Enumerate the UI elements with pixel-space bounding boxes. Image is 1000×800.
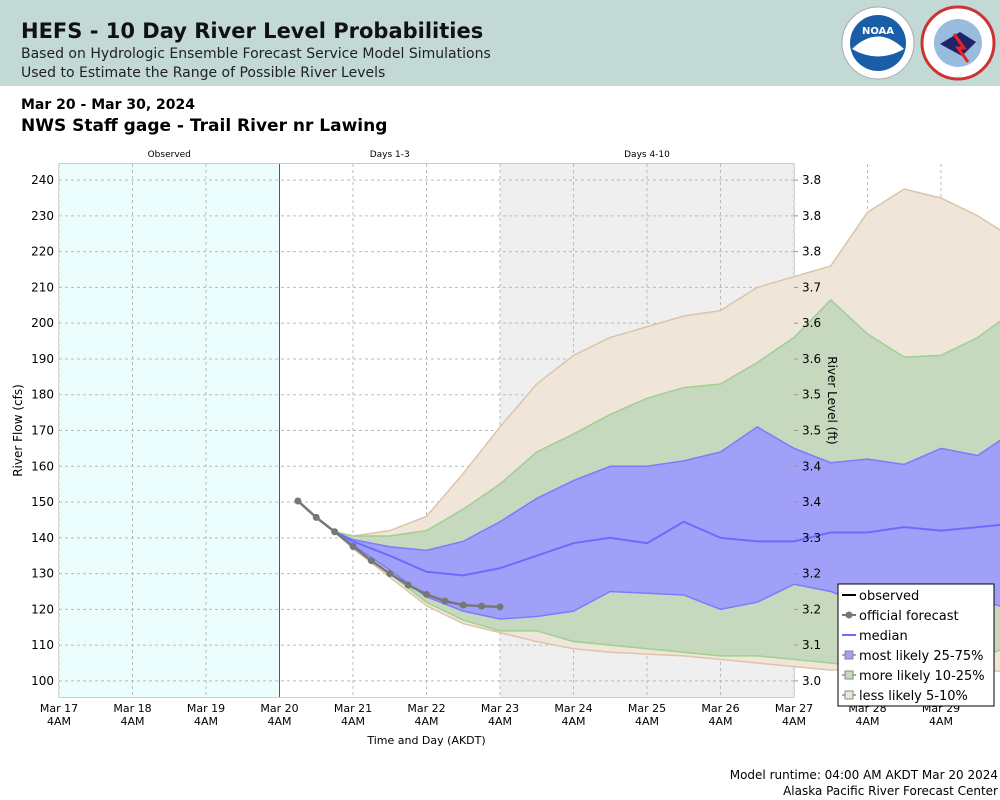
- y2tick-label: 3.2: [802, 602, 821, 616]
- ytick-label: 100: [31, 674, 54, 688]
- ytick-label: 210: [31, 280, 54, 294]
- official-forecast-point: [441, 597, 449, 605]
- median-line: [334, 520, 1000, 577]
- subtitle-2: Used to Estimate the Range of Possible R…: [21, 65, 386, 81]
- xtick-time: 4AM: [194, 715, 218, 728]
- official-forecast-point: [367, 557, 375, 565]
- legend-swatch-box: [844, 650, 854, 660]
- xtick-date: Mar 22: [407, 702, 445, 715]
- ytick-label: 110: [31, 638, 54, 652]
- ytick-label: 150: [31, 495, 54, 509]
- xtick-date: Mar 21: [334, 702, 372, 715]
- xtick-time: 4AM: [708, 715, 732, 728]
- ytick-label: 230: [31, 209, 54, 223]
- y2tick-label: 3.7: [802, 280, 821, 294]
- station-name: NWS Staff gage - Trail River nr Lawing: [21, 116, 388, 136]
- y2tick-label: 3.4: [802, 459, 821, 473]
- official-forecast-point: [459, 601, 467, 609]
- model-runtime: Model runtime: 04:00 AM AKDT Mar 20 2024: [729, 768, 998, 782]
- official-forecast-point: [386, 570, 394, 578]
- y2tick-label: 3.2: [802, 567, 821, 581]
- ytick-label: 130: [31, 567, 54, 581]
- header-banner: HEFS - 10 Day River Level Probabilities …: [0, 0, 1000, 86]
- y2tick-label: 3.0: [802, 674, 821, 688]
- xtick-date: Mar 25: [628, 702, 666, 715]
- legend-label: official forecast: [859, 609, 959, 624]
- xtick-time: 4AM: [341, 715, 365, 728]
- xtick-date: Mar 19: [187, 702, 225, 715]
- svg-text:NOAA: NOAA: [862, 26, 894, 37]
- xtick-time: 4AM: [929, 715, 953, 728]
- section-label: Observed: [148, 150, 191, 160]
- y2tick-label: 3.8: [802, 245, 821, 259]
- legend-box: [837, 583, 995, 707]
- xtick-time: 4AM: [47, 715, 71, 728]
- legend-label: less likely 5-10%: [859, 689, 968, 704]
- xtick-time: 4AM: [120, 715, 144, 728]
- xtick-time: 4AM: [782, 715, 806, 728]
- page-title: HEFS - 10 Day River Level Probabilities: [21, 19, 484, 43]
- ytick-label: 200: [31, 316, 54, 330]
- xtick-time: 4AM: [635, 715, 659, 728]
- official-forecast-point: [349, 542, 357, 550]
- ytick-label: 220: [31, 245, 54, 259]
- legend-label: more likely 10-25%: [859, 669, 985, 684]
- y2tick-label: 3.1: [802, 638, 821, 652]
- xtick-date: Mar 18: [113, 702, 151, 715]
- ytick-label: 180: [31, 388, 54, 402]
- legend-label: median: [859, 629, 908, 644]
- section-label: Days 4-10: [624, 150, 670, 160]
- y2tick-label: 3.6: [802, 316, 821, 330]
- noaa-logo-icon: NOAA: [841, 6, 915, 80]
- official-forecast-point: [404, 581, 412, 589]
- xtick-time: 4AM: [855, 715, 879, 728]
- agency-logos: NOAA: [841, 5, 996, 81]
- xtick-time: 4AM: [561, 715, 585, 728]
- ytick-label: 240: [31, 173, 54, 187]
- official-forecast-point: [331, 528, 339, 536]
- official-forecast-point: [496, 603, 504, 611]
- forecast-center: Alaska Pacific River Forecast Center: [783, 784, 998, 798]
- subtitle: Based on Hydrologic Ensemble Forecast Se…: [21, 46, 491, 62]
- official-forecast-point: [312, 513, 320, 521]
- official-forecast-point: [478, 602, 486, 610]
- xtick-time: 4AM: [414, 715, 438, 728]
- ytick-label: 160: [31, 459, 54, 473]
- ytick-label: 170: [31, 424, 54, 438]
- date-range: Mar 20 - Mar 30, 2024: [21, 97, 195, 113]
- y2tick-label: 3.8: [802, 209, 821, 223]
- xtick-date: Mar 23: [481, 702, 519, 715]
- nws-logo-icon: [920, 5, 996, 81]
- x-axis-title: Time and Day (AKDT): [366, 734, 485, 747]
- legend-label: observed: [859, 589, 919, 604]
- y2tick-label: 3.3: [802, 531, 821, 545]
- y2tick-label: 3.5: [802, 388, 821, 402]
- y2tick-label: 3.8: [802, 173, 821, 187]
- y2tick-label: 3.6: [802, 352, 821, 366]
- legend-swatch-box: [844, 690, 854, 700]
- ytick-label: 120: [31, 602, 54, 616]
- xtick-date: Mar 24: [554, 702, 592, 715]
- official-forecast-point: [294, 497, 302, 505]
- xtick-time: 4AM: [267, 715, 291, 728]
- legend-swatch-dot: [845, 611, 853, 619]
- xtick-date: Mar 26: [701, 702, 739, 715]
- y-axis-title: River Flow (cfs): [11, 384, 25, 477]
- band-25-75: [334, 426, 1000, 620]
- xtick-date: Mar 20: [260, 702, 298, 715]
- ytick-label: 190: [31, 352, 54, 366]
- legend-label: most likely 25-75%: [859, 649, 983, 664]
- xtick-date: Mar 27: [775, 702, 813, 715]
- y2tick-label: 3.5: [802, 424, 821, 438]
- xtick-date: Mar 17: [40, 702, 78, 715]
- official-forecast-point: [423, 590, 430, 598]
- legend-swatch-box: [844, 670, 854, 680]
- section-label: Days 1-3: [370, 150, 410, 160]
- xtick-time: 4AM: [488, 715, 512, 728]
- ytick-label: 140: [31, 531, 54, 545]
- y2tick-label: 3.4: [802, 495, 821, 509]
- y2-axis-title: River Level (ft): [825, 356, 839, 444]
